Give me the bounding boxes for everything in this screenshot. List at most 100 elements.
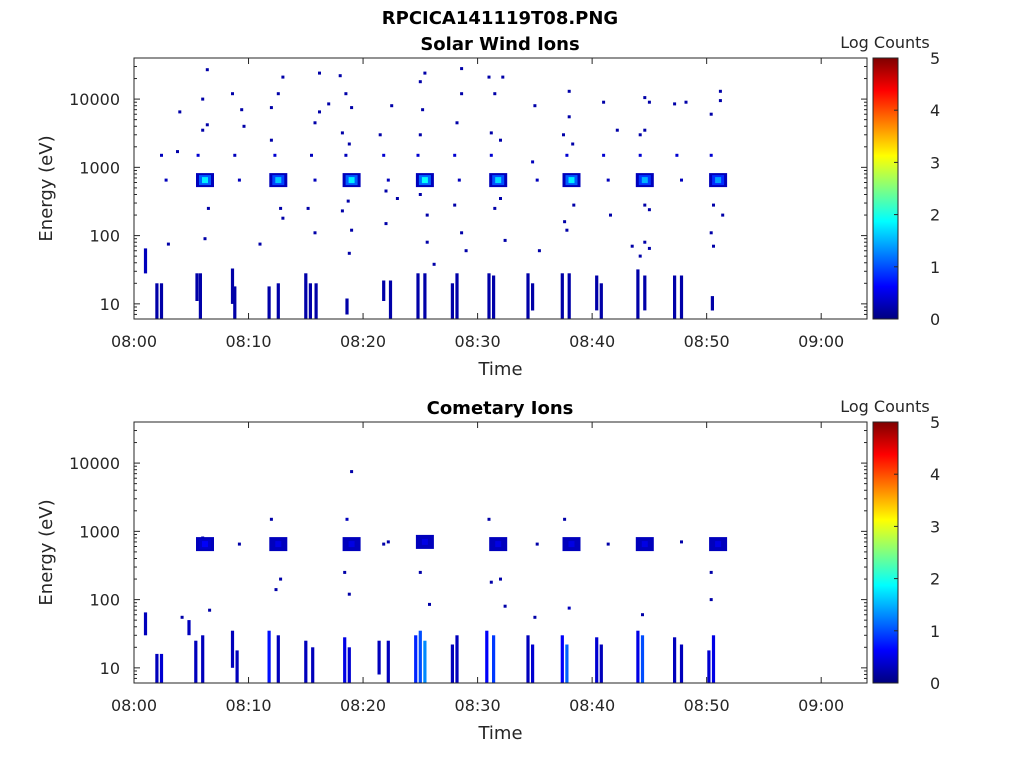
streak-cell: [560, 273, 564, 319]
count-cell: [503, 238, 507, 242]
ion-beam-blob: [269, 173, 288, 188]
count-cell: [421, 108, 425, 112]
count-cell: [647, 100, 651, 104]
count-cell: [390, 104, 394, 108]
y-tick-label: 10000: [69, 90, 120, 109]
count-cell: [606, 542, 610, 546]
streak-cell: [455, 635, 459, 683]
streak-cell: [233, 286, 237, 319]
count-cell: [313, 178, 317, 182]
streak-cell: [526, 635, 530, 683]
count-cell: [205, 68, 209, 72]
heatmap-marks: [143, 470, 728, 683]
count-cell: [425, 240, 429, 244]
count-cell: [395, 197, 399, 200]
ion-beam-blob: [635, 173, 654, 188]
count-cell: [281, 216, 285, 220]
count-cell: [258, 242, 262, 246]
streak-cell: [304, 640, 308, 683]
streak-cell: [531, 644, 535, 683]
streak-cell: [492, 635, 496, 683]
cometary-ions-panel: Cometary Ions 08:00 08:10 08:20 08:30 08:40 08…: [36, 397, 940, 744]
x-tick-label: 08:20: [340, 332, 386, 351]
streak-cell: [595, 637, 599, 683]
count-cell: [563, 220, 567, 224]
count-cell: [718, 89, 722, 93]
streak-cell: [377, 640, 381, 675]
count-cell: [684, 100, 688, 104]
count-cell: [340, 209, 344, 213]
count-cell: [423, 71, 427, 75]
streak-cell: [567, 273, 571, 319]
streak-cell: [194, 640, 198, 683]
count-cell: [345, 517, 349, 521]
streak-cell: [343, 637, 347, 683]
x-tick-label: 08:10: [225, 696, 271, 715]
count-cell: [563, 517, 567, 521]
count-cell: [647, 208, 651, 212]
count-cell: [487, 517, 491, 521]
streak-cell: [455, 273, 459, 319]
ion-beam-blob: [269, 537, 288, 552]
count-cell: [673, 102, 677, 106]
streak-cell: [599, 644, 603, 683]
panel-title: Cometary Ions: [427, 398, 574, 419]
count-cell: [384, 222, 388, 226]
ion-beam-blob: [415, 534, 434, 549]
streak-cell: [673, 275, 677, 319]
count-cell: [237, 178, 241, 182]
count-cell: [313, 121, 317, 125]
count-cell: [233, 153, 237, 157]
streak-cell: [643, 275, 647, 311]
count-cell: [647, 246, 651, 250]
count-cell: [638, 254, 642, 258]
streak-cell: [679, 275, 684, 319]
streak-cell: [531, 283, 535, 311]
count-cell: [386, 178, 390, 182]
count-cell: [489, 580, 493, 584]
streak-cell: [311, 647, 315, 683]
count-cell: [571, 142, 575, 146]
count-cell: [201, 97, 205, 101]
streak-cell: [143, 612, 148, 636]
count-cell: [313, 231, 317, 235]
streak-cell: [673, 637, 677, 683]
colorbar-tick-label: 3: [930, 517, 940, 536]
count-cell: [273, 153, 277, 157]
streak-cell: [230, 268, 235, 304]
count-cell: [196, 153, 200, 157]
x-tick-label: 08:00: [111, 332, 157, 351]
plot-frame: [133, 57, 868, 320]
colorbar: [872, 421, 899, 684]
count-cell: [455, 121, 459, 125]
count-cell: [347, 251, 351, 255]
count-cell: [709, 231, 713, 235]
x-axis-label: Time: [477, 359, 522, 380]
streak-cell: [526, 273, 530, 319]
y-tick-label: 100: [89, 591, 120, 610]
count-cell: [535, 178, 539, 182]
ion-beam-blob: [489, 537, 508, 552]
x-axis-label: Time: [477, 723, 522, 744]
streak-cell: [636, 630, 640, 683]
count-cell: [279, 206, 283, 210]
colorbar-label: Log Counts: [840, 33, 930, 52]
streak-cell: [416, 273, 420, 319]
x-tick-label: 08:10: [225, 332, 271, 351]
count-cell: [240, 108, 244, 112]
count-cell: [276, 92, 280, 96]
streak-cell: [492, 275, 496, 319]
streak-cell: [155, 653, 159, 683]
count-cell: [643, 128, 647, 132]
colorbar-tick-label: 2: [930, 570, 940, 589]
count-cell: [675, 153, 679, 157]
heatmap-marks: [143, 67, 728, 319]
streak-cell: [345, 298, 349, 315]
count-cell: [347, 592, 351, 596]
count-cell: [269, 106, 273, 110]
count-cell: [269, 517, 273, 521]
ion-beam-blob: [709, 537, 728, 552]
y-tick-label: 100: [89, 227, 120, 246]
count-cell: [327, 102, 331, 106]
